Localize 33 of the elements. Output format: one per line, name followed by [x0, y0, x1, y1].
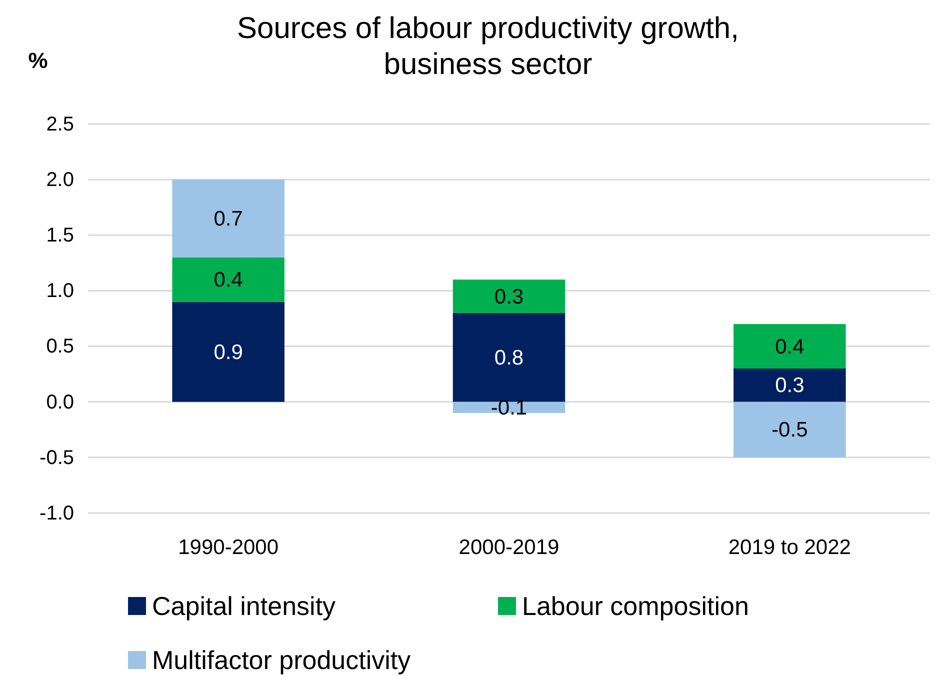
data-label: 0.4	[214, 268, 244, 292]
data-label: 0.8	[494, 346, 524, 370]
bar	[172, 180, 284, 258]
bar	[734, 324, 846, 369]
y-tick-label: -1.0	[40, 502, 74, 524]
x-tick-label: 2019 to 2022	[728, 536, 851, 559]
y-axis-title: %	[28, 48, 48, 73]
bar	[734, 402, 846, 458]
data-label: -0.1	[490, 396, 528, 420]
y-tick-label: 2.5	[46, 113, 74, 136]
x-tick-label: 2000-2019	[458, 536, 560, 559]
y-tick-label: 1.0	[46, 280, 74, 302]
legend-label: Capital intensity	[152, 591, 336, 621]
data-label: -0.5	[772, 418, 808, 442]
bar	[452, 402, 566, 413]
y-tick-label: 1.5	[46, 224, 74, 247]
legend-label: Labour composition	[522, 591, 749, 621]
data-label: 0.3	[775, 374, 804, 398]
bar	[734, 368, 846, 402]
y-tick-label: 0.5	[46, 336, 74, 358]
data-label: 0.9	[214, 340, 243, 364]
data-label: 0.4	[775, 335, 805, 358]
legend-label: Multifactor productivity	[152, 645, 411, 675]
bar	[452, 280, 566, 313]
y-tick-label: 2.0	[46, 168, 74, 191]
y-tick-label: 0.0	[46, 391, 74, 414]
x-tick-label: 1990-2000	[178, 536, 279, 559]
y-tick-label: -0.5	[40, 446, 74, 469]
bar	[172, 257, 284, 302]
bar	[172, 302, 284, 402]
chart-title: Sources of labour productivity growth, business sector	[237, 12, 739, 81]
data-label: 0.3	[494, 285, 524, 308]
data-label: 0.7	[214, 207, 243, 230]
